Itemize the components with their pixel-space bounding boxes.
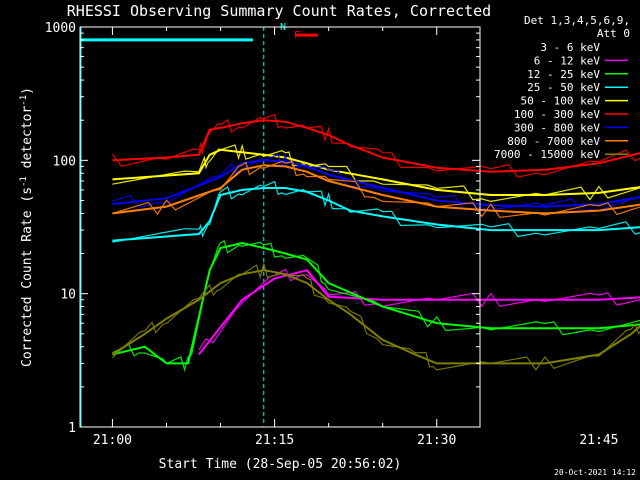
- legend-label: 50 - 100 keV: [521, 95, 601, 108]
- series-line: [112, 119, 640, 173]
- y-axis-label: Corrected Count Rate (s-1 detector-1): [19, 87, 35, 367]
- series-noise: [111, 261, 640, 371]
- plot-area: NF: [80, 22, 640, 429]
- x-axis-label: Start Time (28-Sep-05 20:56:02): [159, 457, 402, 472]
- series-noise: [112, 160, 640, 219]
- y-axis-label-part: detector: [20, 106, 35, 177]
- y-tick-label: 10: [60, 288, 76, 303]
- series-noise: [112, 152, 640, 212]
- x-tick-label: 21:30: [417, 433, 456, 448]
- legend-label: 800 - 7000 keV: [507, 135, 600, 148]
- series-noise: [111, 113, 640, 178]
- series-noise: [112, 143, 640, 203]
- series-noise: [112, 180, 640, 243]
- legend-label: 100 - 300 keV: [514, 108, 600, 121]
- series-noise: [198, 268, 640, 351]
- footer-date: 20-Oct-2021 14:12: [554, 468, 636, 477]
- y-tick-label: 1: [68, 421, 76, 436]
- legend-label: 6 - 12 keV: [534, 54, 601, 67]
- chart-title: RHESSI Observing Summary Count Rates, Co…: [67, 2, 491, 20]
- x-tick-label: 21:15: [255, 433, 294, 448]
- y-axis-label-text: Corrected Count Rate (s-1 detector-1): [19, 87, 35, 367]
- legend-label: 25 - 50 keV: [527, 81, 600, 94]
- legend-label: 3 - 6 keV: [540, 41, 600, 54]
- series-line: [112, 164, 640, 215]
- legend-label: 300 - 800 keV: [514, 121, 600, 134]
- y-axis-label-part: Corrected Count Rate (s: [20, 187, 35, 367]
- series-line: [112, 187, 640, 242]
- legend-label: 12 - 25 keV: [527, 68, 600, 81]
- plot-frame: [79, 26, 481, 428]
- legend-label: 7000 - 15000 keV: [494, 148, 600, 161]
- series-line: [112, 241, 640, 365]
- series-noise: [112, 239, 640, 373]
- series-line: [112, 159, 640, 208]
- axes: 110100100021:0021:1521:3021:4522:0022:15…: [45, 21, 619, 448]
- series-line: [111, 269, 640, 365]
- x-tick-label: 21:45: [579, 433, 618, 448]
- y-tick-label: 1000: [45, 21, 76, 36]
- y-axis-label-part: -1: [19, 176, 29, 187]
- y-axis-label-part: -1: [19, 95, 29, 106]
- legend-header: Att 0: [597, 27, 630, 40]
- legend-header: Det 1,3,4,5,6,9,: [524, 14, 630, 27]
- y-tick-label: 100: [53, 154, 76, 169]
- annotation-label: F: [294, 30, 300, 41]
- y-axis-label-part: ): [20, 87, 35, 95]
- x-tick-label: 21:00: [93, 433, 132, 448]
- series-noise: [112, 274, 640, 429]
